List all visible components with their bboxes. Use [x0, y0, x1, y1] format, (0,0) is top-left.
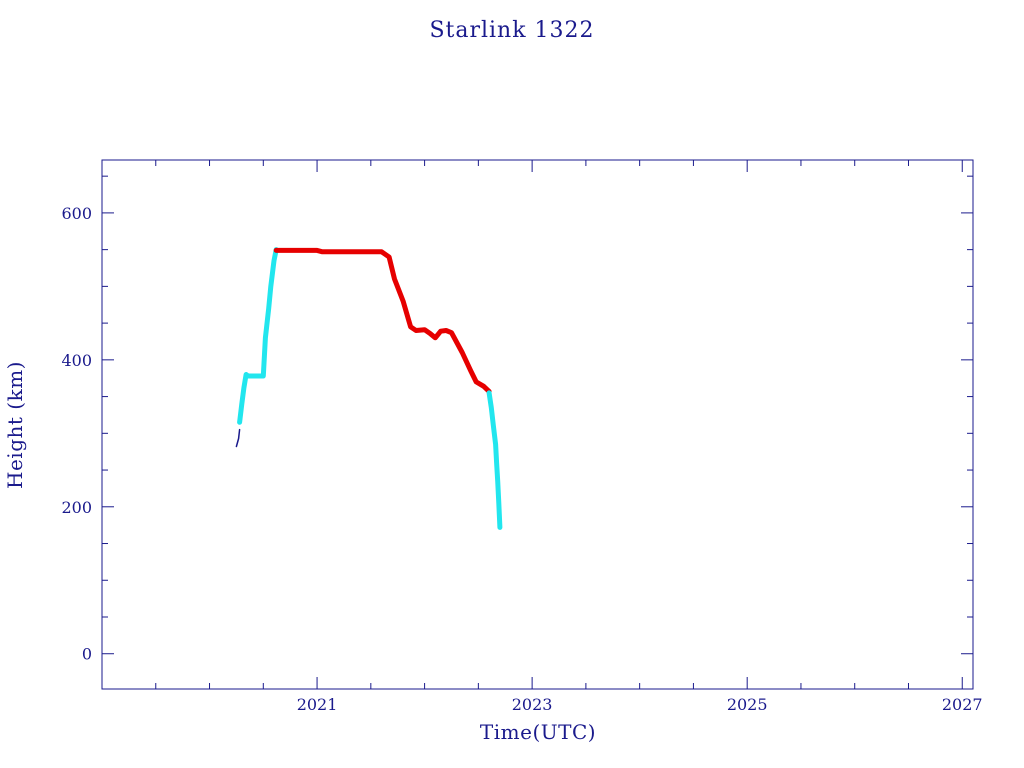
y-tick-label: 0: [82, 645, 92, 664]
x-axis-label: Time(UTC): [480, 720, 596, 744]
y-tick-label: 200: [61, 498, 92, 517]
x-tick-label: 2023: [512, 695, 553, 714]
y-tick-label: 400: [61, 351, 92, 370]
series-line-ascent_decay: [486, 390, 503, 530]
y-tick-label: 600: [61, 204, 92, 223]
x-tick-label: 2027: [942, 695, 983, 714]
plot-frame: [101, 159, 974, 690]
series-group: [235, 247, 503, 530]
series-line-operational: [273, 247, 492, 394]
axis-ticks: 2021 2023 2025 2027 0 200 400 600: [61, 160, 983, 714]
series-line-ascent_decay: [237, 247, 279, 425]
x-tick-label: 2021: [297, 695, 338, 714]
series-line-initial: [235, 428, 241, 448]
x-tick-label: 2025: [727, 695, 768, 714]
y-axis-label: Height (km): [3, 361, 27, 489]
chart-title: Starlink 1322: [429, 18, 594, 43]
